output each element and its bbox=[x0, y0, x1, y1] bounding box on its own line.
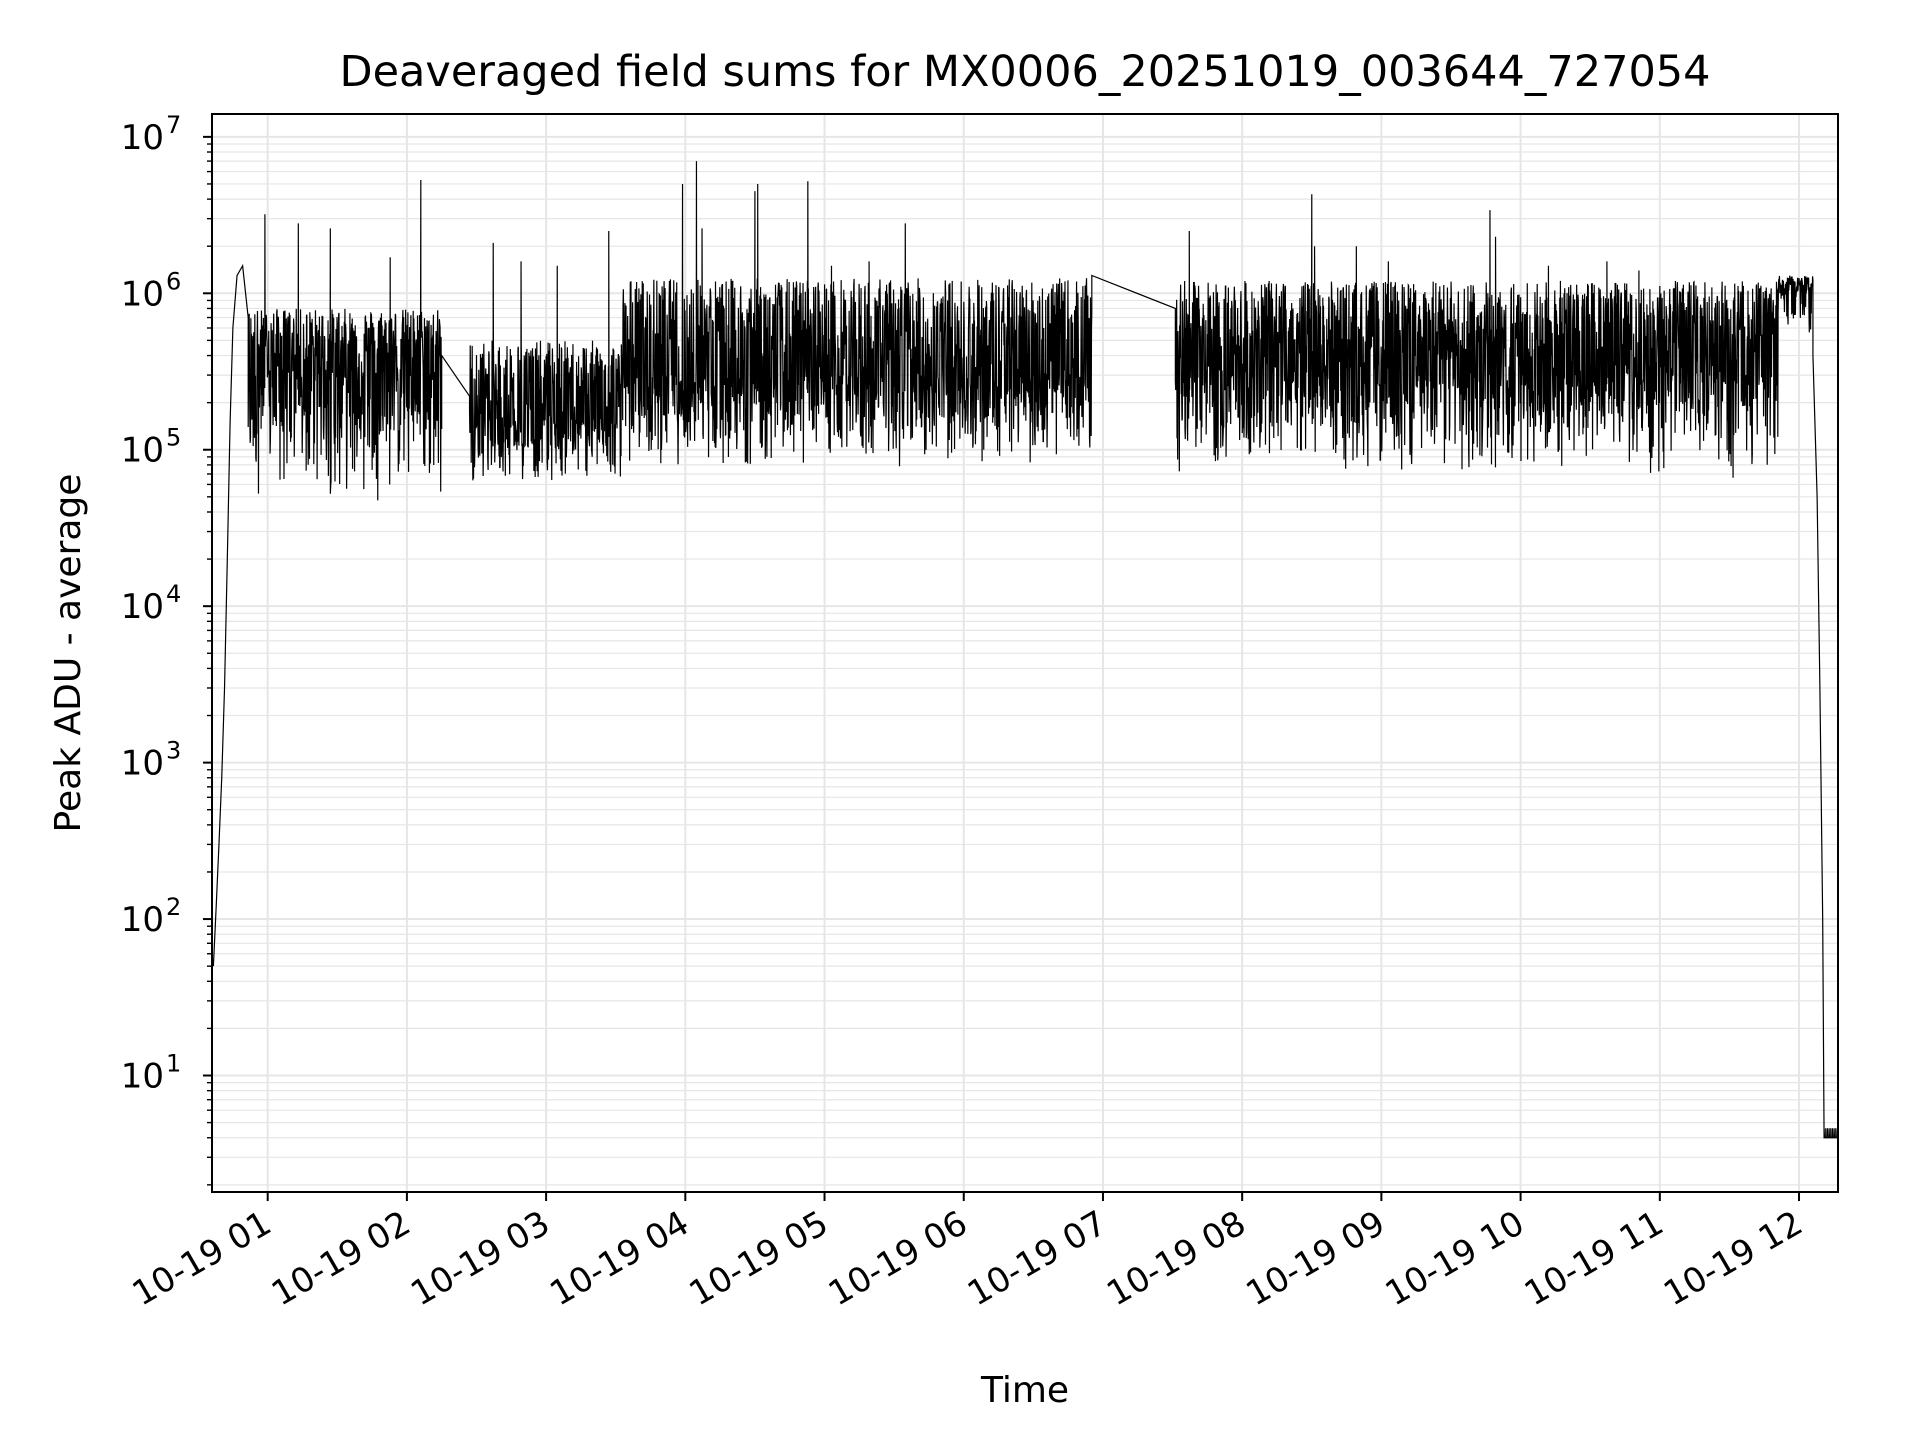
y-tick-exponent: 4 bbox=[166, 580, 181, 608]
y-tick-exponent: 5 bbox=[166, 424, 181, 452]
y-tick-label: 10 bbox=[121, 274, 164, 314]
x-axis-label: Time bbox=[980, 1370, 1069, 1411]
y-tick-label: 10 bbox=[121, 900, 164, 940]
chart-title: Deaveraged field sums for MX0006_2025101… bbox=[339, 47, 1710, 97]
data-series-line bbox=[212, 161, 1838, 1139]
y-tick-exponent: 2 bbox=[166, 893, 181, 921]
plot-area bbox=[212, 161, 1838, 1139]
y-tick-exponent: 1 bbox=[166, 1049, 181, 1077]
y-tick-label: 10 bbox=[121, 1056, 164, 1096]
y-tick-exponent: 6 bbox=[166, 267, 181, 295]
y-tick-label: 10 bbox=[121, 744, 164, 784]
y-tick-label: 10 bbox=[121, 431, 164, 471]
y-tick-label: 10 bbox=[121, 118, 164, 158]
y-tick-label: 10 bbox=[121, 587, 164, 627]
y-tick-exponent: 7 bbox=[166, 111, 181, 139]
y-axis-label: Peak ADU - average bbox=[48, 474, 89, 833]
y-tick-exponent: 3 bbox=[166, 737, 181, 765]
